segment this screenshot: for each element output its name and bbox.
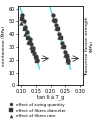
X-axis label: tan δ à T_g: tan δ à T_g (37, 95, 64, 102)
Legend: effect of sizing quantity, effect of fibres diameter, effect of fibres rate: effect of sizing quantity, effect of fib… (6, 102, 66, 119)
Y-axis label: Transverse flexion strength
(MPa): Transverse flexion strength (MPa) (85, 16, 94, 76)
Y-axis label: Shear strength
interlaminar (MPa): Shear strength interlaminar (MPa) (0, 26, 6, 66)
